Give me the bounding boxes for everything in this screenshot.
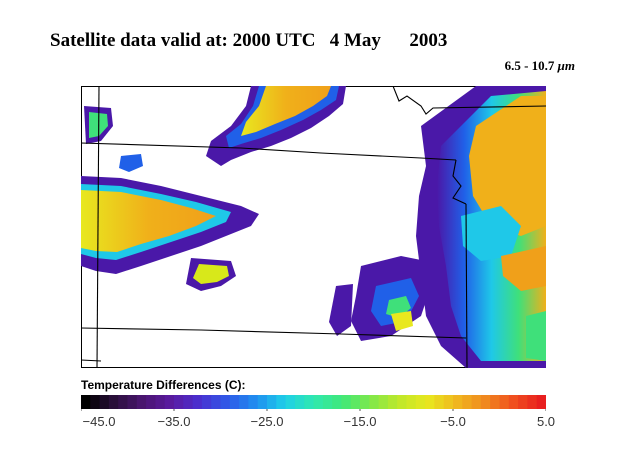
color-bar-segment <box>434 395 445 409</box>
color-bar-segment <box>462 395 473 409</box>
band-unit: μm <box>557 58 575 73</box>
color-bar-segment <box>332 395 342 409</box>
cloud-south <box>329 256 431 341</box>
color-bar <box>81 395 546 411</box>
color-bar-segment <box>201 395 212 409</box>
color-bar-segment <box>406 395 417 409</box>
color-bar-segment <box>192 395 203 409</box>
color-bar-segment <box>471 395 482 409</box>
page-title: Satellite data valid at: 2000 UTC 4 May … <box>50 30 448 51</box>
color-bar-tick-label: −5.0 <box>440 414 466 429</box>
color-bar-tick-label: −45.0 <box>82 414 116 429</box>
color-bar-segment <box>99 395 110 409</box>
color-bar-segment <box>211 395 222 409</box>
color-bar-segment <box>360 395 370 409</box>
color-bar-segment <box>508 395 519 409</box>
color-bar-segment <box>490 395 501 409</box>
color-bar-segment <box>313 395 324 409</box>
color-bar-segment <box>397 395 408 409</box>
state-borders <box>81 86 546 368</box>
color-bar-segment <box>350 395 361 409</box>
color-bar-segment <box>136 395 147 409</box>
color-bar-tick-label: 5.0 <box>536 414 556 429</box>
color-bar-segment <box>164 395 175 409</box>
cloud-east <box>416 86 546 368</box>
color-bar-segment <box>341 395 352 409</box>
color-bar-segment <box>276 395 287 409</box>
color-bar-segment <box>220 395 231 409</box>
color-bar-tick-label: −35.0 <box>157 414 191 429</box>
color-bar-segment <box>527 395 538 409</box>
color-bar-segment <box>257 395 268 409</box>
color-bar-segment <box>146 395 156 409</box>
color-bar-segment <box>387 395 398 409</box>
color-bar-segment <box>294 395 305 409</box>
color-bar-segment <box>118 395 129 409</box>
color-bar-segment <box>378 395 389 409</box>
color-bar-segment <box>90 395 101 409</box>
color-bar-segment <box>518 395 528 409</box>
color-bar-segment <box>499 395 510 409</box>
band-range: 6.5 - 10.7 <box>504 58 558 73</box>
satellite-map <box>81 86 546 368</box>
color-bar-segment <box>304 395 315 409</box>
color-bar-segment <box>369 395 380 409</box>
color-bar-segment <box>183 395 194 409</box>
color-bar-segment <box>229 395 240 409</box>
color-bar-segment <box>480 395 491 409</box>
legend-title: Temperature Differences (C): <box>81 378 246 392</box>
color-bar-segment <box>285 395 296 409</box>
color-bar-segment <box>108 395 119 409</box>
color-bar-segment <box>415 395 426 409</box>
band-label: 6.5 - 10.7 μm <box>505 58 575 74</box>
cloud-northwest <box>206 86 346 166</box>
cloud-west <box>81 106 259 291</box>
color-bar-segment <box>81 395 91 409</box>
color-bar-segment <box>425 395 435 409</box>
color-bar-segment <box>248 395 259 409</box>
color-bar-segment <box>155 395 166 409</box>
color-bar-segment <box>174 395 184 409</box>
color-bar-segment <box>239 395 249 409</box>
color-bar-tick-label: −15.0 <box>343 414 377 429</box>
color-bar-segment <box>443 395 454 409</box>
color-bar-segment <box>453 395 463 409</box>
color-bar-segment <box>322 395 333 409</box>
color-bar-tick-label: −25.0 <box>250 414 284 429</box>
color-bar-segment <box>127 395 138 409</box>
color-bar-segment <box>536 395 546 409</box>
color-bar-segment <box>267 395 277 409</box>
